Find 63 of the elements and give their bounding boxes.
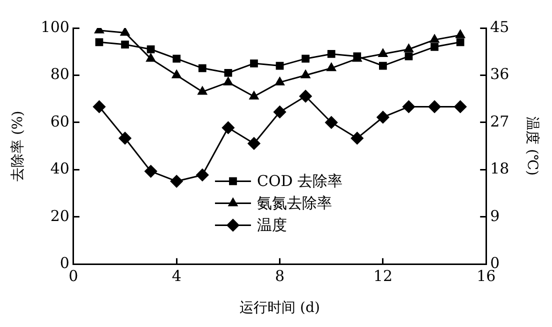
point: [250, 60, 258, 68]
point: [376, 110, 390, 124]
point: [121, 40, 129, 48]
point: [379, 62, 387, 70]
point: [302, 54, 310, 63]
point: [428, 100, 441, 113]
y-tick-label: 0: [60, 254, 70, 272]
point: [274, 106, 286, 118]
point: [327, 50, 336, 58]
y2-tick-label: 18: [490, 160, 510, 178]
point: [404, 44, 414, 52]
point: [196, 168, 209, 182]
point: [172, 54, 181, 63]
legend-label: 氨氮去除率: [256, 194, 332, 212]
y-tick-label: 40: [50, 160, 70, 178]
y-tick-label: 100: [40, 18, 70, 36]
legend-label: 温度: [256, 216, 287, 234]
point: [456, 38, 464, 46]
point: [146, 53, 156, 62]
x-tick-label: 16: [476, 267, 496, 286]
y2-tick-label: 9: [490, 206, 500, 225]
point: [300, 70, 310, 78]
point: [402, 100, 415, 113]
point: [249, 91, 259, 100]
point: [456, 30, 465, 38]
point: [172, 70, 182, 78]
point: [118, 132, 132, 144]
point: [275, 77, 284, 86]
point: [95, 38, 104, 46]
point: [326, 62, 336, 72]
point: [350, 132, 364, 144]
y2-tick-label: 45: [490, 18, 510, 36]
legend-label: COD 去除率: [256, 172, 343, 190]
point: [224, 68, 232, 77]
x-axis-title: 运行时间 (d): [240, 300, 320, 316]
point: [198, 86, 208, 95]
y-tick-label: 20: [50, 206, 70, 225]
point: [92, 100, 106, 113]
x-tick-label: 4: [172, 267, 182, 286]
point: [404, 52, 413, 60]
y2-tick-label: 36: [490, 65, 510, 84]
point: [378, 48, 388, 57]
point: [198, 64, 206, 72]
point: [222, 121, 234, 134]
point: [248, 137, 260, 150]
y2-tick-label: 27: [490, 112, 510, 130]
x-tick-label: 8: [275, 267, 285, 286]
point: [430, 34, 440, 43]
y-axis-title: 去除率 (%): [10, 110, 26, 182]
point: [170, 175, 183, 188]
y2-axis-title: 温度 (℃): [524, 116, 540, 176]
point: [299, 90, 312, 102]
point: [120, 28, 130, 36]
point: [276, 62, 284, 70]
point: [224, 77, 233, 86]
point: [325, 116, 338, 129]
point: [146, 45, 155, 54]
point: [144, 165, 158, 178]
x-tick-label: 12: [373, 267, 392, 286]
y-tick-label: 60: [50, 112, 70, 130]
y-tick-label: 80: [50, 65, 70, 84]
point: [430, 42, 438, 51]
point: [454, 100, 467, 113]
